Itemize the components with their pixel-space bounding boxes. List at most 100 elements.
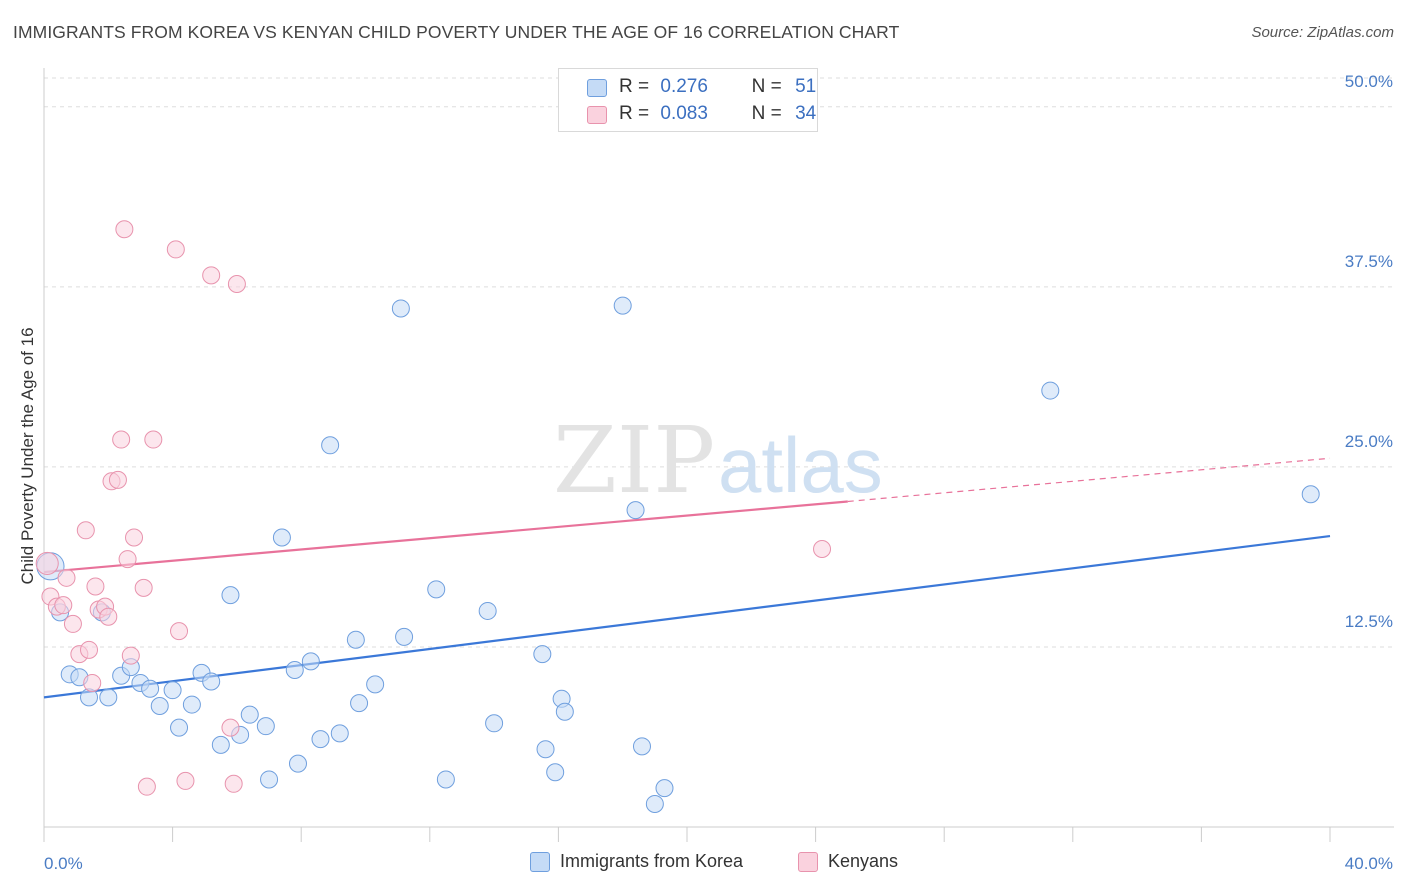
point-korea	[202, 672, 221, 691]
legend-swatch-kenyans	[798, 851, 818, 872]
legend-r-value: 0.083	[660, 103, 708, 124]
x-tick-label: 0.0%	[44, 854, 83, 873]
point-korea	[288, 754, 307, 773]
point-korea	[555, 702, 574, 721]
point-korea	[182, 695, 201, 714]
y-tick-label: 50.0%	[1345, 72, 1393, 91]
point-korea	[211, 735, 230, 754]
y-tick-label: 12.5%	[1345, 612, 1393, 631]
point-kenyans	[125, 528, 144, 547]
point-korea	[350, 694, 369, 713]
point-kenyans	[99, 607, 118, 626]
point-korea	[141, 679, 160, 698]
watermark-zip: ZIP	[553, 407, 715, 514]
point-korea	[366, 675, 385, 694]
point-kenyans	[224, 774, 243, 793]
watermark: ZIP atlas	[553, 407, 883, 514]
point-korea	[285, 660, 304, 679]
point-korea	[478, 601, 497, 620]
grid-lines	[44, 77, 1394, 648]
legend-item-korea[interactable]: Immigrants from Korea	[530, 851, 743, 872]
point-korea	[170, 718, 189, 737]
legend-n-label: N =	[751, 76, 782, 97]
point-korea	[391, 299, 410, 318]
point-korea	[321, 436, 340, 455]
point-korea	[632, 737, 651, 756]
y-tick-label: 37.5%	[1345, 252, 1393, 271]
point-korea	[256, 717, 275, 736]
point-kenyans	[176, 771, 195, 790]
point-korea	[311, 730, 330, 749]
point-korea	[436, 770, 455, 789]
point-korea	[221, 586, 240, 605]
point-kenyans	[137, 777, 156, 796]
axes	[43, 68, 1394, 842]
point-korea	[330, 724, 349, 743]
point-kenyans	[76, 521, 95, 540]
point-korea	[613, 296, 632, 315]
trend-line-korea	[43, 534, 1331, 699]
legend-n-value: 34	[795, 103, 817, 124]
point-korea	[260, 770, 279, 789]
point-kenyans	[813, 540, 832, 559]
point-korea	[536, 740, 555, 759]
x-tick-labels: 0.0% 40.0%	[44, 854, 1393, 873]
data-points	[35, 220, 1320, 813]
trend-lines	[43, 457, 1331, 699]
point-kenyans	[83, 673, 102, 692]
point-korea	[150, 697, 169, 716]
watermark-atlas: atlas	[718, 421, 883, 509]
legend-item-kenyans[interactable]: Kenyans	[798, 851, 898, 872]
legend-label-korea: Immigrants from Korea	[560, 851, 744, 871]
point-korea	[1041, 381, 1060, 400]
legend-swatch-kenyans	[587, 106, 607, 124]
legend-r-label: R =	[619, 103, 650, 124]
point-korea	[346, 630, 365, 649]
point-kenyans	[35, 551, 59, 575]
y-tick-label: 25.0%	[1345, 432, 1393, 451]
point-korea	[427, 580, 446, 599]
y-axis-label: Child Poverty Under the Age of 16	[18, 327, 37, 584]
point-kenyans	[108, 470, 127, 489]
point-korea	[485, 714, 504, 733]
point-korea	[645, 794, 664, 813]
chart-title: IMMIGRANTS FROM KOREA VS KENYAN CHILD PO…	[13, 22, 900, 42]
point-kenyans	[144, 430, 163, 449]
legend-r-label: R =	[619, 76, 650, 97]
point-kenyans	[118, 550, 137, 569]
point-kenyans	[227, 274, 246, 293]
point-korea	[1301, 485, 1320, 504]
point-korea	[240, 705, 259, 724]
point-kenyans	[170, 622, 189, 641]
legend-label-kenyans: Kenyans	[828, 851, 899, 871]
legend-n-label: N =	[751, 103, 782, 124]
source-label: Source: ZipAtlas.com	[1251, 24, 1394, 41]
legend-r-value: 0.276	[660, 76, 708, 97]
point-korea	[301, 652, 320, 671]
point-korea	[272, 528, 291, 547]
trend-line-kenyans-extension	[847, 457, 1331, 503]
point-korea	[163, 681, 182, 700]
x-tick-label: 40.0%	[1345, 854, 1393, 873]
point-kenyans	[86, 577, 105, 596]
point-korea	[546, 763, 565, 782]
point-kenyans	[115, 220, 134, 239]
point-kenyans	[221, 718, 240, 737]
point-korea	[533, 645, 552, 664]
point-korea	[626, 501, 645, 520]
point-korea	[395, 627, 414, 646]
point-kenyans	[54, 596, 73, 615]
point-kenyans	[63, 614, 82, 633]
legend-swatch-korea	[530, 851, 550, 872]
legend-n-value: 51	[795, 76, 817, 97]
correlation-legend: R = 0.276 N = 51 R = 0.083 N = 34	[558, 68, 818, 132]
point-kenyans	[121, 646, 140, 665]
point-kenyans	[80, 640, 99, 659]
legend-swatch-korea	[587, 79, 607, 97]
trend-line-kenyans	[43, 500, 848, 574]
y-tick-labels: 12.5% 25.0% 37.5% 50.0%	[1345, 72, 1393, 631]
point-kenyans	[112, 430, 131, 449]
point-korea	[655, 779, 674, 798]
point-kenyans	[202, 266, 221, 285]
